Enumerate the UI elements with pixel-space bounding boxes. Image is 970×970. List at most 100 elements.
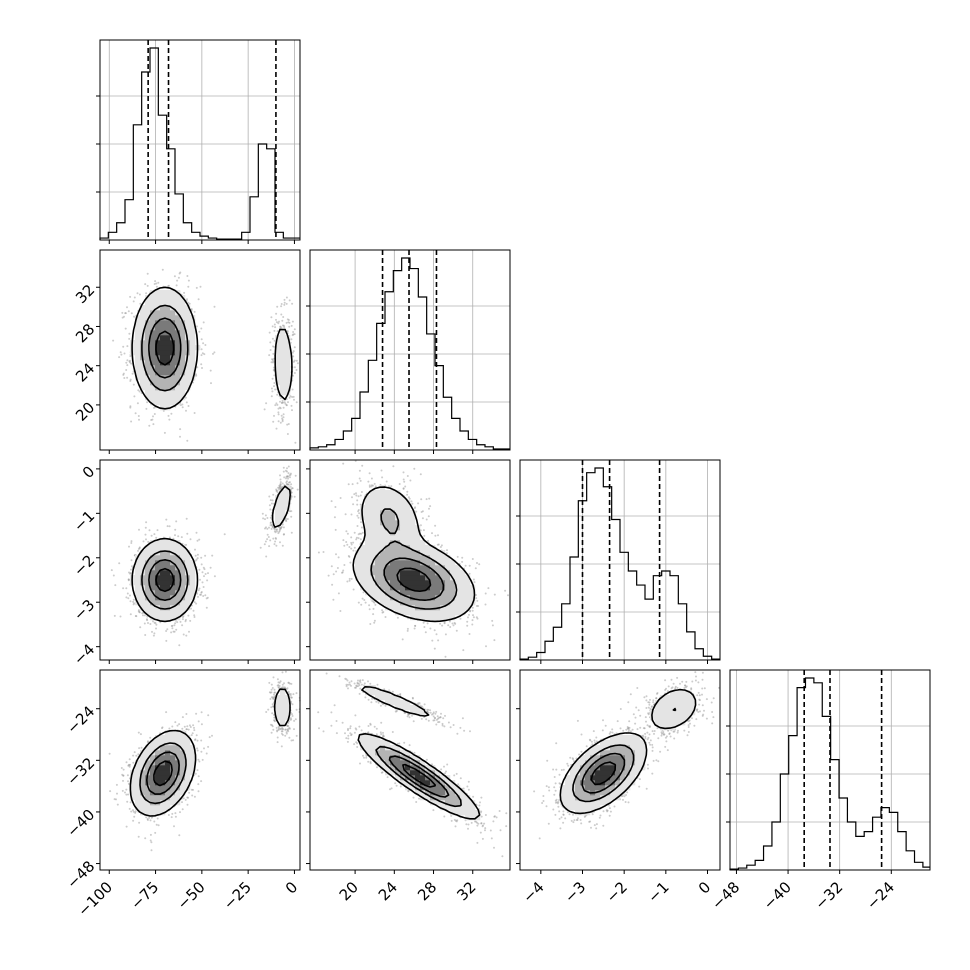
density-cell — [380, 505, 386, 511]
sample-point — [703, 687, 706, 690]
density-cell — [450, 585, 456, 591]
density-cell — [370, 550, 376, 556]
sample-point — [345, 530, 348, 533]
sample-point — [173, 624, 176, 627]
sample-point — [279, 541, 281, 544]
density-cell — [635, 745, 641, 751]
sample-point — [694, 679, 697, 682]
density-cell — [190, 590, 196, 596]
density-cell — [160, 570, 166, 576]
sample-point — [493, 593, 496, 596]
density-cell — [365, 750, 371, 756]
sample-point — [292, 739, 295, 742]
density-cell — [425, 610, 431, 616]
sample-point — [201, 571, 204, 574]
sample-point — [279, 397, 282, 400]
density-cell — [155, 805, 161, 811]
density-cell — [155, 740, 161, 746]
density-cell — [415, 530, 421, 536]
sample-point — [348, 577, 351, 580]
density-cell — [135, 795, 141, 801]
sample-point — [292, 333, 295, 336]
density-cell — [150, 560, 156, 566]
sample-point — [189, 538, 192, 541]
density-cell — [155, 340, 161, 346]
sample-point — [467, 616, 469, 619]
density-cell — [595, 755, 601, 761]
density-cell — [440, 590, 446, 596]
sample-point — [175, 628, 178, 631]
sample-point — [286, 725, 289, 727]
sample-point — [337, 556, 340, 559]
sample-point — [263, 543, 266, 546]
density-cell — [375, 510, 381, 516]
density-cell — [145, 350, 151, 356]
sample-point — [149, 839, 152, 842]
density-cell — [140, 590, 146, 596]
sample-point — [140, 746, 143, 749]
density-cell — [390, 535, 396, 541]
sample-point — [602, 810, 605, 813]
density-cell — [155, 290, 161, 296]
density-cell — [365, 505, 371, 511]
sample-point — [284, 469, 287, 472]
sample-point — [174, 721, 177, 724]
sample-point — [186, 532, 189, 535]
sample-point — [667, 685, 670, 688]
density-cell — [145, 545, 151, 551]
density-cell — [180, 580, 186, 586]
sample-point — [361, 679, 364, 682]
density-cell — [145, 395, 151, 401]
sample-point — [281, 324, 284, 327]
density-cell — [405, 760, 411, 766]
density-cell — [395, 600, 401, 606]
sample-point — [277, 322, 280, 325]
sample-point — [147, 622, 149, 624]
density-cell — [370, 520, 376, 526]
sample-point — [504, 589, 507, 592]
sample-point — [443, 621, 446, 624]
sample-point — [469, 610, 471, 613]
sample-point — [349, 732, 352, 735]
sample-point — [167, 814, 170, 816]
density-cell — [405, 700, 411, 706]
density-cell — [620, 750, 626, 756]
sample-point — [295, 708, 298, 711]
density-cell — [370, 545, 376, 551]
density-cell — [565, 795, 571, 801]
density-cell — [455, 800, 461, 806]
sample-point — [189, 619, 192, 622]
density-cell — [175, 315, 181, 321]
density-cell — [150, 755, 156, 761]
sample-point — [166, 525, 169, 528]
density-cell — [380, 525, 386, 531]
sample-point — [360, 532, 363, 535]
density-cell — [150, 305, 156, 311]
density-cell — [140, 305, 146, 311]
density-cell — [575, 790, 581, 796]
sample-point — [187, 614, 190, 617]
sample-point — [289, 476, 291, 479]
sample-point — [357, 679, 359, 682]
sample-point — [181, 801, 183, 804]
sample-point — [356, 681, 359, 684]
sample-point — [501, 855, 504, 858]
sample-point — [197, 758, 200, 761]
sample-point — [665, 735, 668, 738]
sample-point — [554, 801, 557, 804]
density-cell — [170, 300, 176, 306]
sample-point — [435, 718, 438, 721]
density-cell — [155, 345, 161, 351]
sample-point — [171, 627, 174, 630]
sample-point — [279, 680, 282, 683]
sample-point — [360, 521, 362, 524]
sample-point — [425, 498, 428, 501]
sample-point — [286, 687, 289, 690]
sample-point — [634, 722, 637, 725]
density-cell — [280, 495, 286, 501]
density-frame — [99, 459, 301, 661]
density-cell — [605, 800, 611, 806]
density-cell — [160, 360, 166, 366]
sample-point — [196, 769, 199, 772]
sample-point — [155, 627, 157, 630]
